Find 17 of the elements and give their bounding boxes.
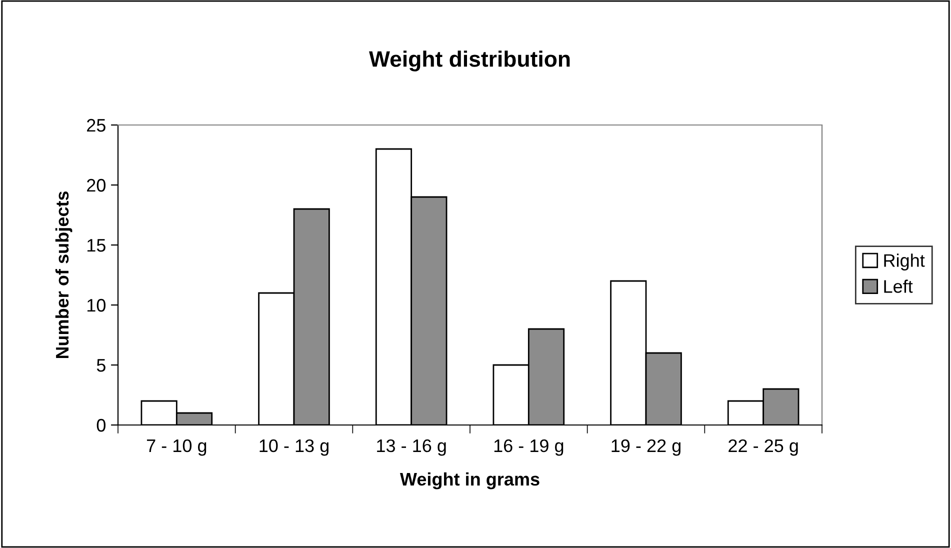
y-axis-title: Number of subjects [55, 191, 72, 358]
x-tick-label: 19 - 22 g [612, 439, 680, 456]
x-tick-label: 13 - 16 g [377, 439, 446, 456]
x-axis-title: Weight in grams [400, 472, 540, 490]
x-tick-label: 22 - 25 g [728, 439, 798, 456]
y-tick-label: 0 [96, 418, 106, 432]
y-tick-label: 5 [96, 359, 106, 372]
y-tick-label: 15 [87, 239, 106, 252]
y-tick-label: 10 [87, 298, 106, 312]
x-tick-label: 10 - 13 g [260, 439, 328, 456]
chart-title: Weight distribution [369, 50, 570, 72]
x-tick-label: 7 - 10 g [146, 439, 206, 456]
legend-label: Left [884, 280, 913, 293]
y-tick-label: 20 [87, 178, 106, 192]
y-tick-label: 25 [87, 118, 106, 132]
x-tick-label: 16 - 19 g [494, 439, 564, 456]
legend-label: Right [884, 254, 925, 270]
